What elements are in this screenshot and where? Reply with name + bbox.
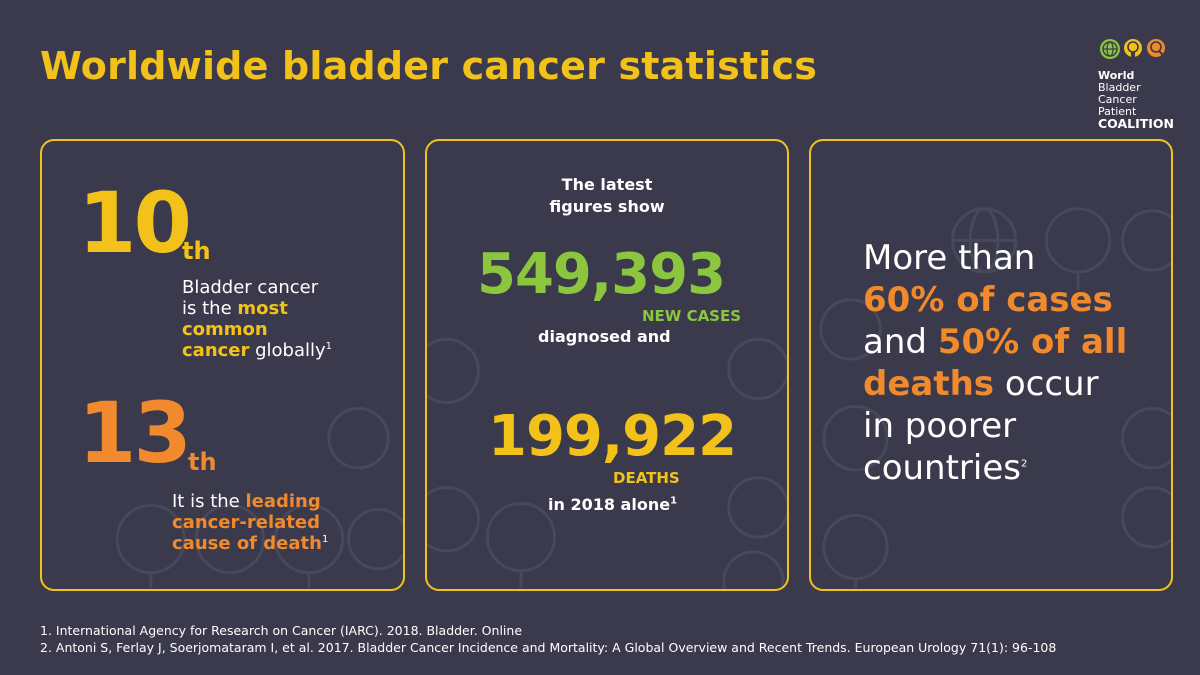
reference-1: 1. International Agency for Research on …	[40, 623, 523, 638]
background-pattern	[115, 407, 403, 589]
cases-note: diagnosed and	[538, 327, 671, 346]
globe-icon	[1100, 39, 1120, 59]
figures-card: The latest figures show 549,393 NEW CASES…	[425, 139, 789, 591]
new-cases-value: 549,393	[477, 242, 726, 307]
disparity-card: More than 60% of cases and 50% of all de…	[809, 139, 1173, 591]
background-pattern	[427, 337, 787, 589]
rank-card: 10 th Bladder cancer is the most common …	[40, 139, 405, 591]
logo-text: World Bladder Cancer Patient COALITION	[1098, 69, 1175, 131]
reference-2: 2. Antoni S, Ferlay J, Soerjomataram I, …	[40, 640, 1057, 655]
coalition-logo: World Bladder Cancer Patient COALITION	[1098, 36, 1178, 131]
intro-text: The latest figures show	[549, 175, 665, 216]
deaths-value: 199,922	[488, 404, 737, 469]
logo-icons	[1100, 39, 1165, 59]
deaths-label: DEATHS	[613, 469, 680, 487]
new-cases-label: NEW CASES	[642, 307, 742, 325]
person-head-yellow-icon	[1124, 39, 1142, 58]
page-title: Worldwide bladder cancer statistics	[40, 44, 818, 88]
rank-10-number: 10	[78, 174, 192, 272]
deaths-note: in 2018 alone1	[548, 495, 678, 514]
background-pattern	[819, 207, 1171, 589]
person-head-orange-icon	[1147, 39, 1165, 57]
rank-13-suffix: th	[188, 448, 217, 476]
disparity-statement: More than 60% of cases and 50% of all de…	[863, 238, 1128, 488]
rank-13-description: It is the leading cancer-related cause o…	[172, 491, 329, 554]
rank-10-suffix: th	[182, 237, 211, 265]
rank-13-number: 13	[78, 384, 192, 482]
rank-10-description: Bladder cancer is the most common cancer…	[182, 277, 333, 361]
references: 1. International Agency for Research on …	[40, 622, 1056, 656]
